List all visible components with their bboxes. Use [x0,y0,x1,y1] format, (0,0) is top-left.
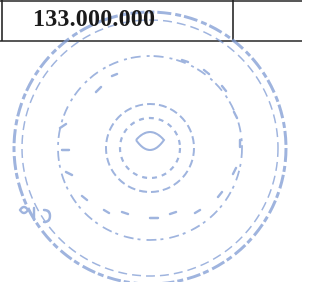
stamp-outer-ring [14,12,286,282]
stamp-emblem [120,118,180,178]
stamp [14,12,286,282]
amount: 133.000.000 [33,6,155,33]
stamp-inner-ring [58,56,242,240]
stamp-lettering [20,60,240,222]
stamp-emblem-mark [136,132,164,150]
scan [0,0,302,282]
page: {"table": {"rows": [["133.000.000"]]}} 1… [0,0,302,282]
